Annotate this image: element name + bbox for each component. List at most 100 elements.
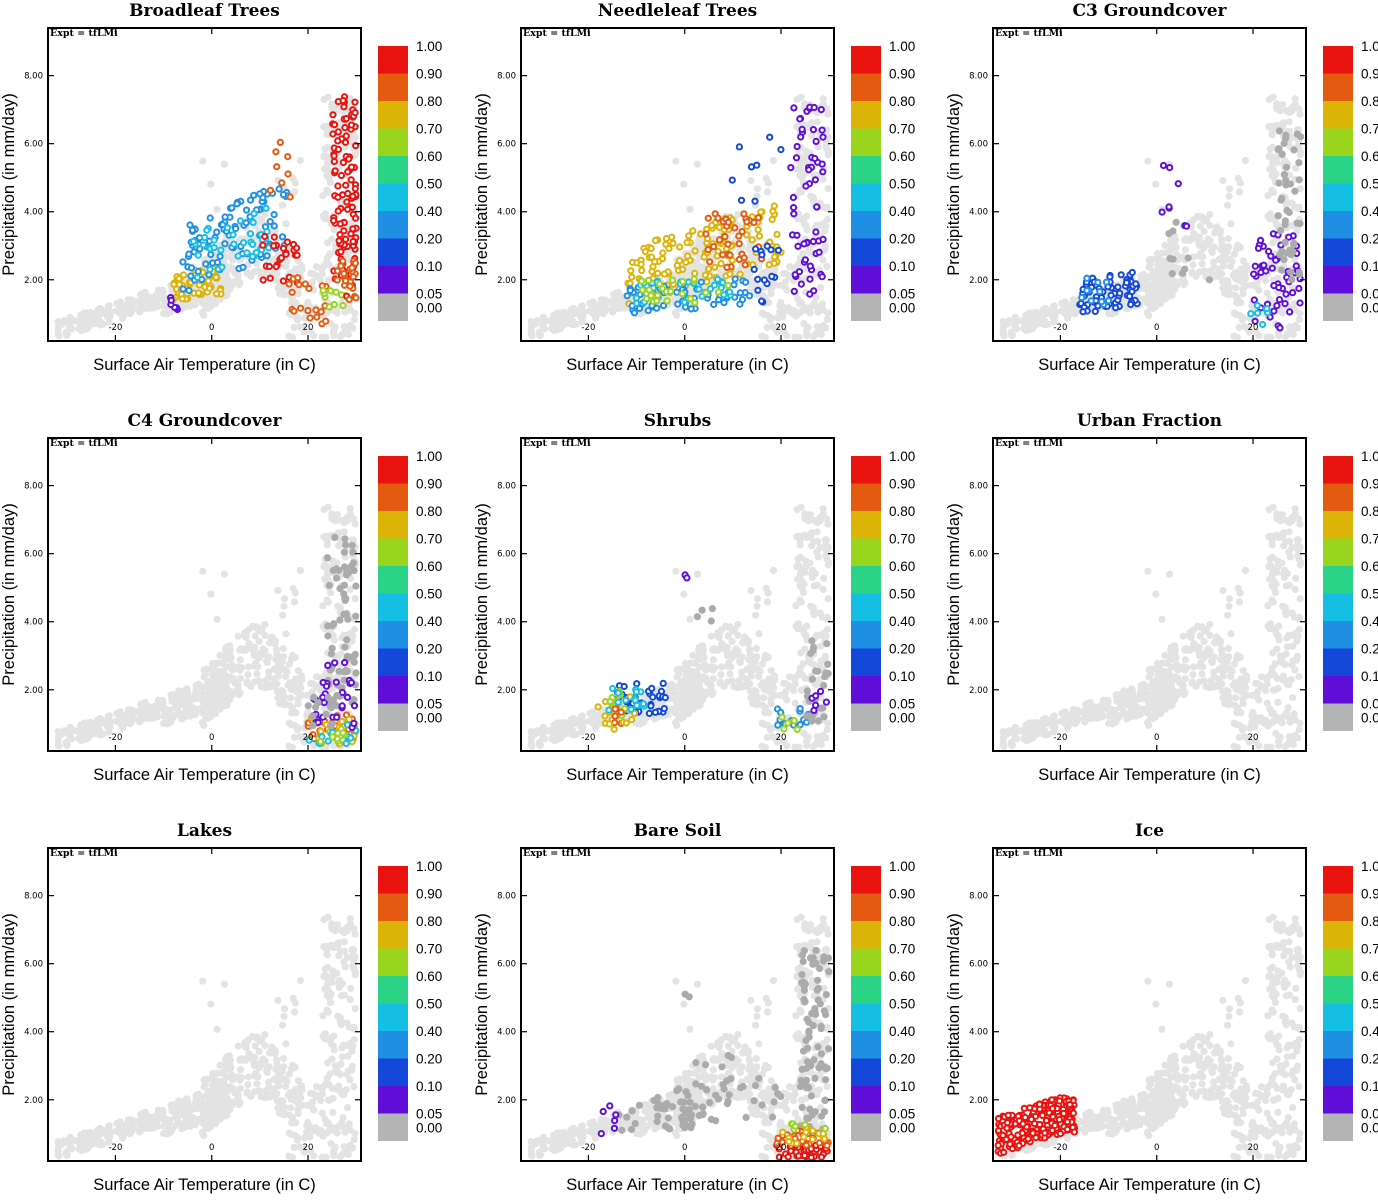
fraction-point xyxy=(249,240,257,248)
fraction-point xyxy=(812,137,820,145)
fraction-point xyxy=(735,143,744,151)
fraction-point xyxy=(623,292,631,300)
colorbar-label: 0.90 xyxy=(416,67,442,82)
fraction-point xyxy=(743,218,751,226)
background-point xyxy=(236,666,244,674)
background-point xyxy=(236,675,244,683)
background-point xyxy=(149,295,157,303)
background-point xyxy=(1042,309,1051,317)
colorbar-label: 1.00 xyxy=(416,449,442,464)
y-tick-label: 4.00 xyxy=(24,208,43,218)
background-point xyxy=(1236,243,1244,251)
fraction-point xyxy=(334,145,342,153)
fraction-point xyxy=(301,280,309,288)
fraction-point xyxy=(294,274,302,282)
background-point xyxy=(322,562,330,570)
fraction-point xyxy=(663,297,671,305)
colorbar-label: 0.10 xyxy=(416,259,442,274)
fraction-point xyxy=(815,248,823,256)
background-point xyxy=(1105,309,1113,318)
fraction-point xyxy=(710,281,719,289)
zero-fraction-point xyxy=(1280,139,1288,148)
background-point xyxy=(761,333,770,341)
background-point xyxy=(257,627,265,635)
background-point xyxy=(1232,284,1240,292)
colorbar-swatch xyxy=(378,238,408,266)
background-point xyxy=(1241,156,1249,165)
fraction-point xyxy=(662,235,671,243)
fraction-point xyxy=(1289,289,1297,297)
fraction-point xyxy=(1094,278,1102,286)
background-point xyxy=(213,205,221,213)
colorbar-swatch xyxy=(378,676,408,704)
fraction-point xyxy=(606,697,614,706)
fraction-point xyxy=(249,218,257,226)
background-point xyxy=(296,156,304,165)
fraction-point xyxy=(742,278,750,286)
background-point xyxy=(802,557,810,565)
panel-title: Needleleaf Trees xyxy=(598,1,757,21)
background-point xyxy=(558,319,567,327)
zero-fraction-point xyxy=(343,636,351,644)
fraction-point xyxy=(791,271,799,279)
background-point xyxy=(346,321,354,329)
background-point xyxy=(77,324,85,332)
expt-label: Expt = tfLMi xyxy=(995,28,1063,39)
background-point xyxy=(261,631,269,640)
background-point xyxy=(149,705,157,713)
fraction-point xyxy=(340,227,348,235)
background-point xyxy=(672,567,680,575)
fraction-point xyxy=(1166,164,1174,172)
fraction-point xyxy=(797,280,805,288)
colorbar-swatch xyxy=(1323,101,1353,129)
background-point xyxy=(1278,309,1286,317)
background-point xyxy=(743,665,751,674)
background-point xyxy=(1281,156,1289,164)
background-point xyxy=(999,326,1007,334)
background-point xyxy=(245,640,253,648)
zero-fraction-point xyxy=(1166,254,1174,263)
background-point xyxy=(824,561,832,569)
fraction-point xyxy=(720,299,728,307)
colorbar-swatch xyxy=(378,703,408,731)
background-point xyxy=(1240,270,1248,279)
background-point xyxy=(54,326,62,334)
background-point xyxy=(820,574,828,582)
zero-fraction-point xyxy=(1280,171,1288,179)
background-point xyxy=(1225,192,1233,200)
background-point xyxy=(726,670,734,678)
fraction-point xyxy=(1260,261,1268,269)
zero-fraction-point xyxy=(340,548,349,556)
fraction-point xyxy=(279,277,287,285)
background-point xyxy=(173,698,181,706)
fraction-point xyxy=(661,694,669,702)
colorbar-label: 0.20 xyxy=(416,232,442,247)
colorbar-label: 1.00 xyxy=(889,39,915,54)
background-point xyxy=(282,220,290,228)
fraction-point xyxy=(647,291,655,300)
fraction-point xyxy=(1286,308,1294,316)
background-point xyxy=(761,743,769,751)
expt-label: Expt = tfLMi xyxy=(523,438,591,449)
fraction-point xyxy=(1254,309,1262,317)
fraction-point xyxy=(259,241,267,249)
background-point xyxy=(694,702,702,710)
background-point xyxy=(348,536,357,544)
fraction-point xyxy=(819,133,827,141)
colorbar-label: 0.70 xyxy=(416,532,442,547)
colorbar-swatch xyxy=(378,648,408,676)
background-point xyxy=(325,172,333,181)
fraction-point xyxy=(1275,296,1284,304)
x-tick-label: 0 xyxy=(1154,323,1159,333)
background-point xyxy=(1235,188,1244,196)
fraction-point xyxy=(243,249,251,257)
fraction-point xyxy=(201,234,209,242)
zero-fraction-point xyxy=(340,581,348,589)
fraction-point xyxy=(754,214,762,222)
background-point xyxy=(298,691,306,699)
background-point xyxy=(346,505,354,513)
fraction-point xyxy=(1265,247,1273,255)
background-point xyxy=(68,325,76,333)
background-point xyxy=(821,536,830,544)
background-point xyxy=(207,590,215,598)
